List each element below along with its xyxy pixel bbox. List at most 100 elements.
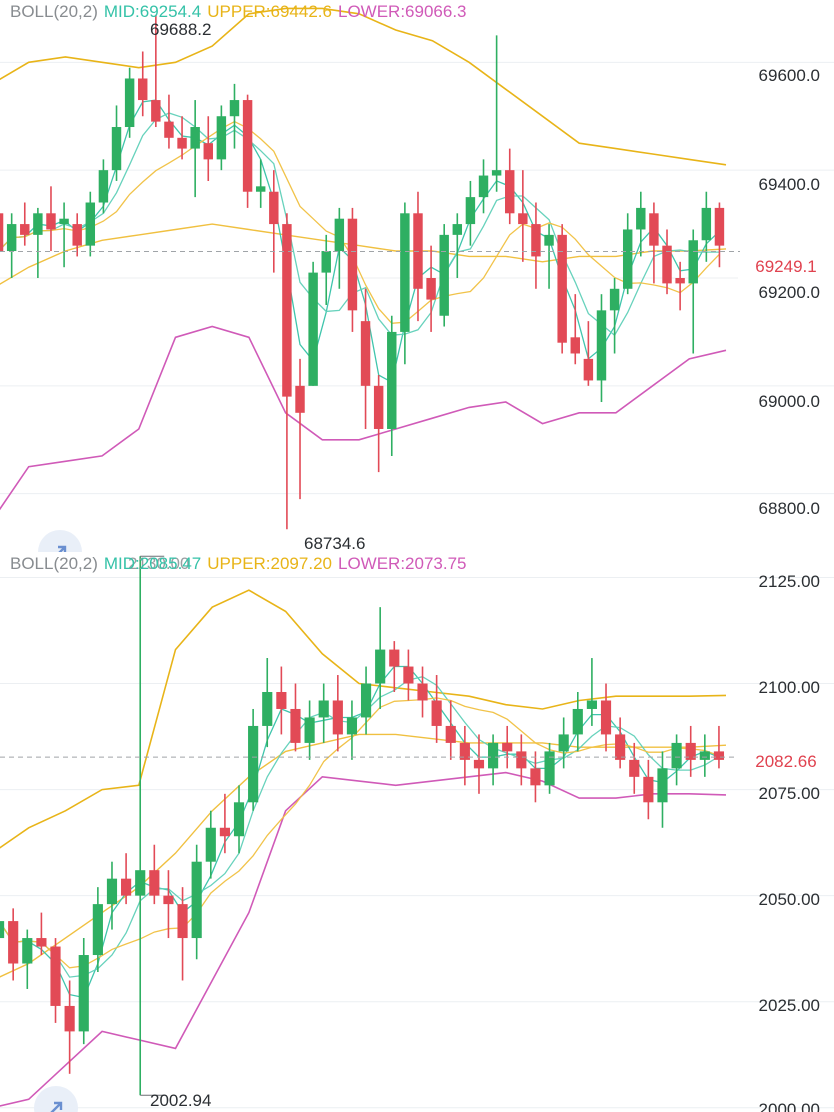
candle-down bbox=[269, 170, 279, 273]
candle-body bbox=[375, 649, 386, 684]
btc-chart-panel[interactable]: BOLL(20,2) MID:69254.4 UPPER:69442.6 LOWER:… bbox=[0, 0, 834, 552]
candle-body bbox=[557, 234, 567, 343]
candle-body bbox=[636, 207, 646, 230]
candle-up bbox=[586, 658, 597, 726]
candle-down bbox=[600, 683, 612, 752]
boll-indicator-name: BOLL(20,2) bbox=[10, 2, 98, 21]
candle-body bbox=[6, 224, 17, 252]
candle-body bbox=[389, 649, 400, 667]
candle-body bbox=[78, 955, 89, 1032]
candle-body bbox=[205, 827, 216, 862]
candle-down bbox=[615, 717, 626, 769]
candle-up bbox=[375, 607, 386, 709]
candle-body bbox=[531, 224, 541, 257]
candle-body bbox=[502, 742, 513, 752]
candle-body bbox=[403, 666, 414, 684]
candle-body bbox=[473, 759, 485, 769]
candle-down bbox=[570, 294, 580, 365]
candle-up bbox=[92, 887, 103, 972]
btc-candlestick-chart[interactable] bbox=[0, 0, 834, 552]
candle-down bbox=[518, 170, 528, 262]
y-tick-label: 69600.0 bbox=[758, 66, 820, 85]
y-tick-label: 2025.00 bbox=[758, 996, 820, 1015]
candle-down bbox=[276, 666, 287, 735]
candle-down bbox=[8, 908, 19, 981]
candle-body bbox=[8, 921, 19, 964]
candle-down bbox=[360, 288, 371, 429]
candle-body bbox=[373, 385, 384, 429]
candle-body bbox=[219, 827, 230, 837]
candle-down bbox=[643, 759, 654, 820]
candle-body bbox=[46, 213, 56, 230]
candle-body bbox=[0, 213, 4, 252]
candle-body bbox=[609, 288, 620, 311]
candle-body bbox=[701, 207, 712, 241]
candle-body bbox=[321, 251, 331, 273]
candle-up bbox=[308, 261, 318, 386]
candle-body bbox=[149, 870, 160, 896]
candle-up bbox=[572, 692, 583, 752]
candle-body bbox=[203, 143, 213, 160]
candle-down bbox=[138, 51, 148, 117]
candle-down bbox=[151, 14, 161, 128]
candle-body bbox=[452, 224, 463, 235]
boll-upper-value: UPPER:2097.20 bbox=[207, 554, 332, 573]
candle-body bbox=[332, 700, 343, 735]
candle-up bbox=[334, 207, 345, 289]
candle-body bbox=[572, 708, 583, 735]
boll-lower-line bbox=[0, 771, 727, 1107]
candle-down bbox=[164, 94, 174, 149]
candle-down bbox=[20, 202, 30, 246]
candle-up bbox=[622, 213, 633, 295]
candle-up bbox=[98, 159, 109, 214]
candle-body bbox=[713, 751, 725, 760]
candle-body bbox=[518, 213, 528, 225]
candle-body bbox=[431, 700, 442, 726]
candle-body bbox=[242, 100, 253, 192]
candle-down bbox=[121, 853, 132, 905]
candle-body bbox=[229, 100, 240, 117]
candle-up bbox=[0, 921, 5, 939]
candle-body bbox=[675, 278, 685, 284]
candle-down bbox=[473, 734, 485, 794]
candle-body bbox=[138, 78, 148, 101]
candle-body bbox=[304, 717, 315, 743]
candle-up bbox=[558, 717, 569, 769]
y-tick-label: 68800.0 bbox=[758, 499, 820, 518]
candle-body bbox=[0, 921, 5, 939]
last-price-tag: 2082.66 bbox=[738, 747, 834, 777]
candle-up bbox=[360, 666, 372, 735]
y-tick-label: 69000.0 bbox=[758, 392, 820, 411]
candle-up bbox=[205, 810, 216, 879]
candle-down bbox=[295, 358, 305, 500]
candle-body bbox=[426, 278, 436, 300]
candle-up bbox=[671, 734, 682, 786]
candle-down bbox=[163, 870, 174, 939]
candle-body bbox=[688, 240, 698, 284]
candle-up bbox=[491, 35, 502, 192]
candle-up bbox=[488, 734, 499, 786]
moving-average-line bbox=[0, 120, 720, 324]
candle-body bbox=[570, 337, 580, 354]
boll-legend: BOLL(20,2) MID:69254.4 UPPER:69442.6 LOWER:… bbox=[10, 2, 473, 22]
moving-average-line bbox=[0, 697, 720, 969]
candle-body bbox=[459, 742, 470, 760]
y-tick-label: 2050.00 bbox=[758, 890, 820, 909]
candle-down bbox=[50, 938, 61, 1023]
eth-chart-panel[interactable]: BOLL(20,2) MID:2085.47 UPPER:2097.20 LOWER:… bbox=[0, 552, 834, 1112]
candle-up bbox=[124, 67, 135, 138]
candle-body bbox=[615, 734, 626, 760]
eth-candlestick-chart[interactable] bbox=[0, 552, 834, 1112]
candle-body bbox=[699, 751, 710, 760]
candle-body bbox=[98, 170, 109, 203]
candle-body bbox=[478, 175, 489, 198]
candle-body bbox=[417, 683, 428, 701]
y-tick-label: 2075.00 bbox=[758, 784, 820, 803]
candle-down bbox=[290, 683, 301, 752]
candle-up bbox=[321, 234, 331, 305]
boll-lower-line bbox=[0, 325, 727, 511]
candle-up bbox=[688, 229, 698, 354]
candle-body bbox=[439, 234, 449, 316]
candle-down bbox=[177, 887, 188, 981]
candle-body bbox=[600, 700, 612, 735]
